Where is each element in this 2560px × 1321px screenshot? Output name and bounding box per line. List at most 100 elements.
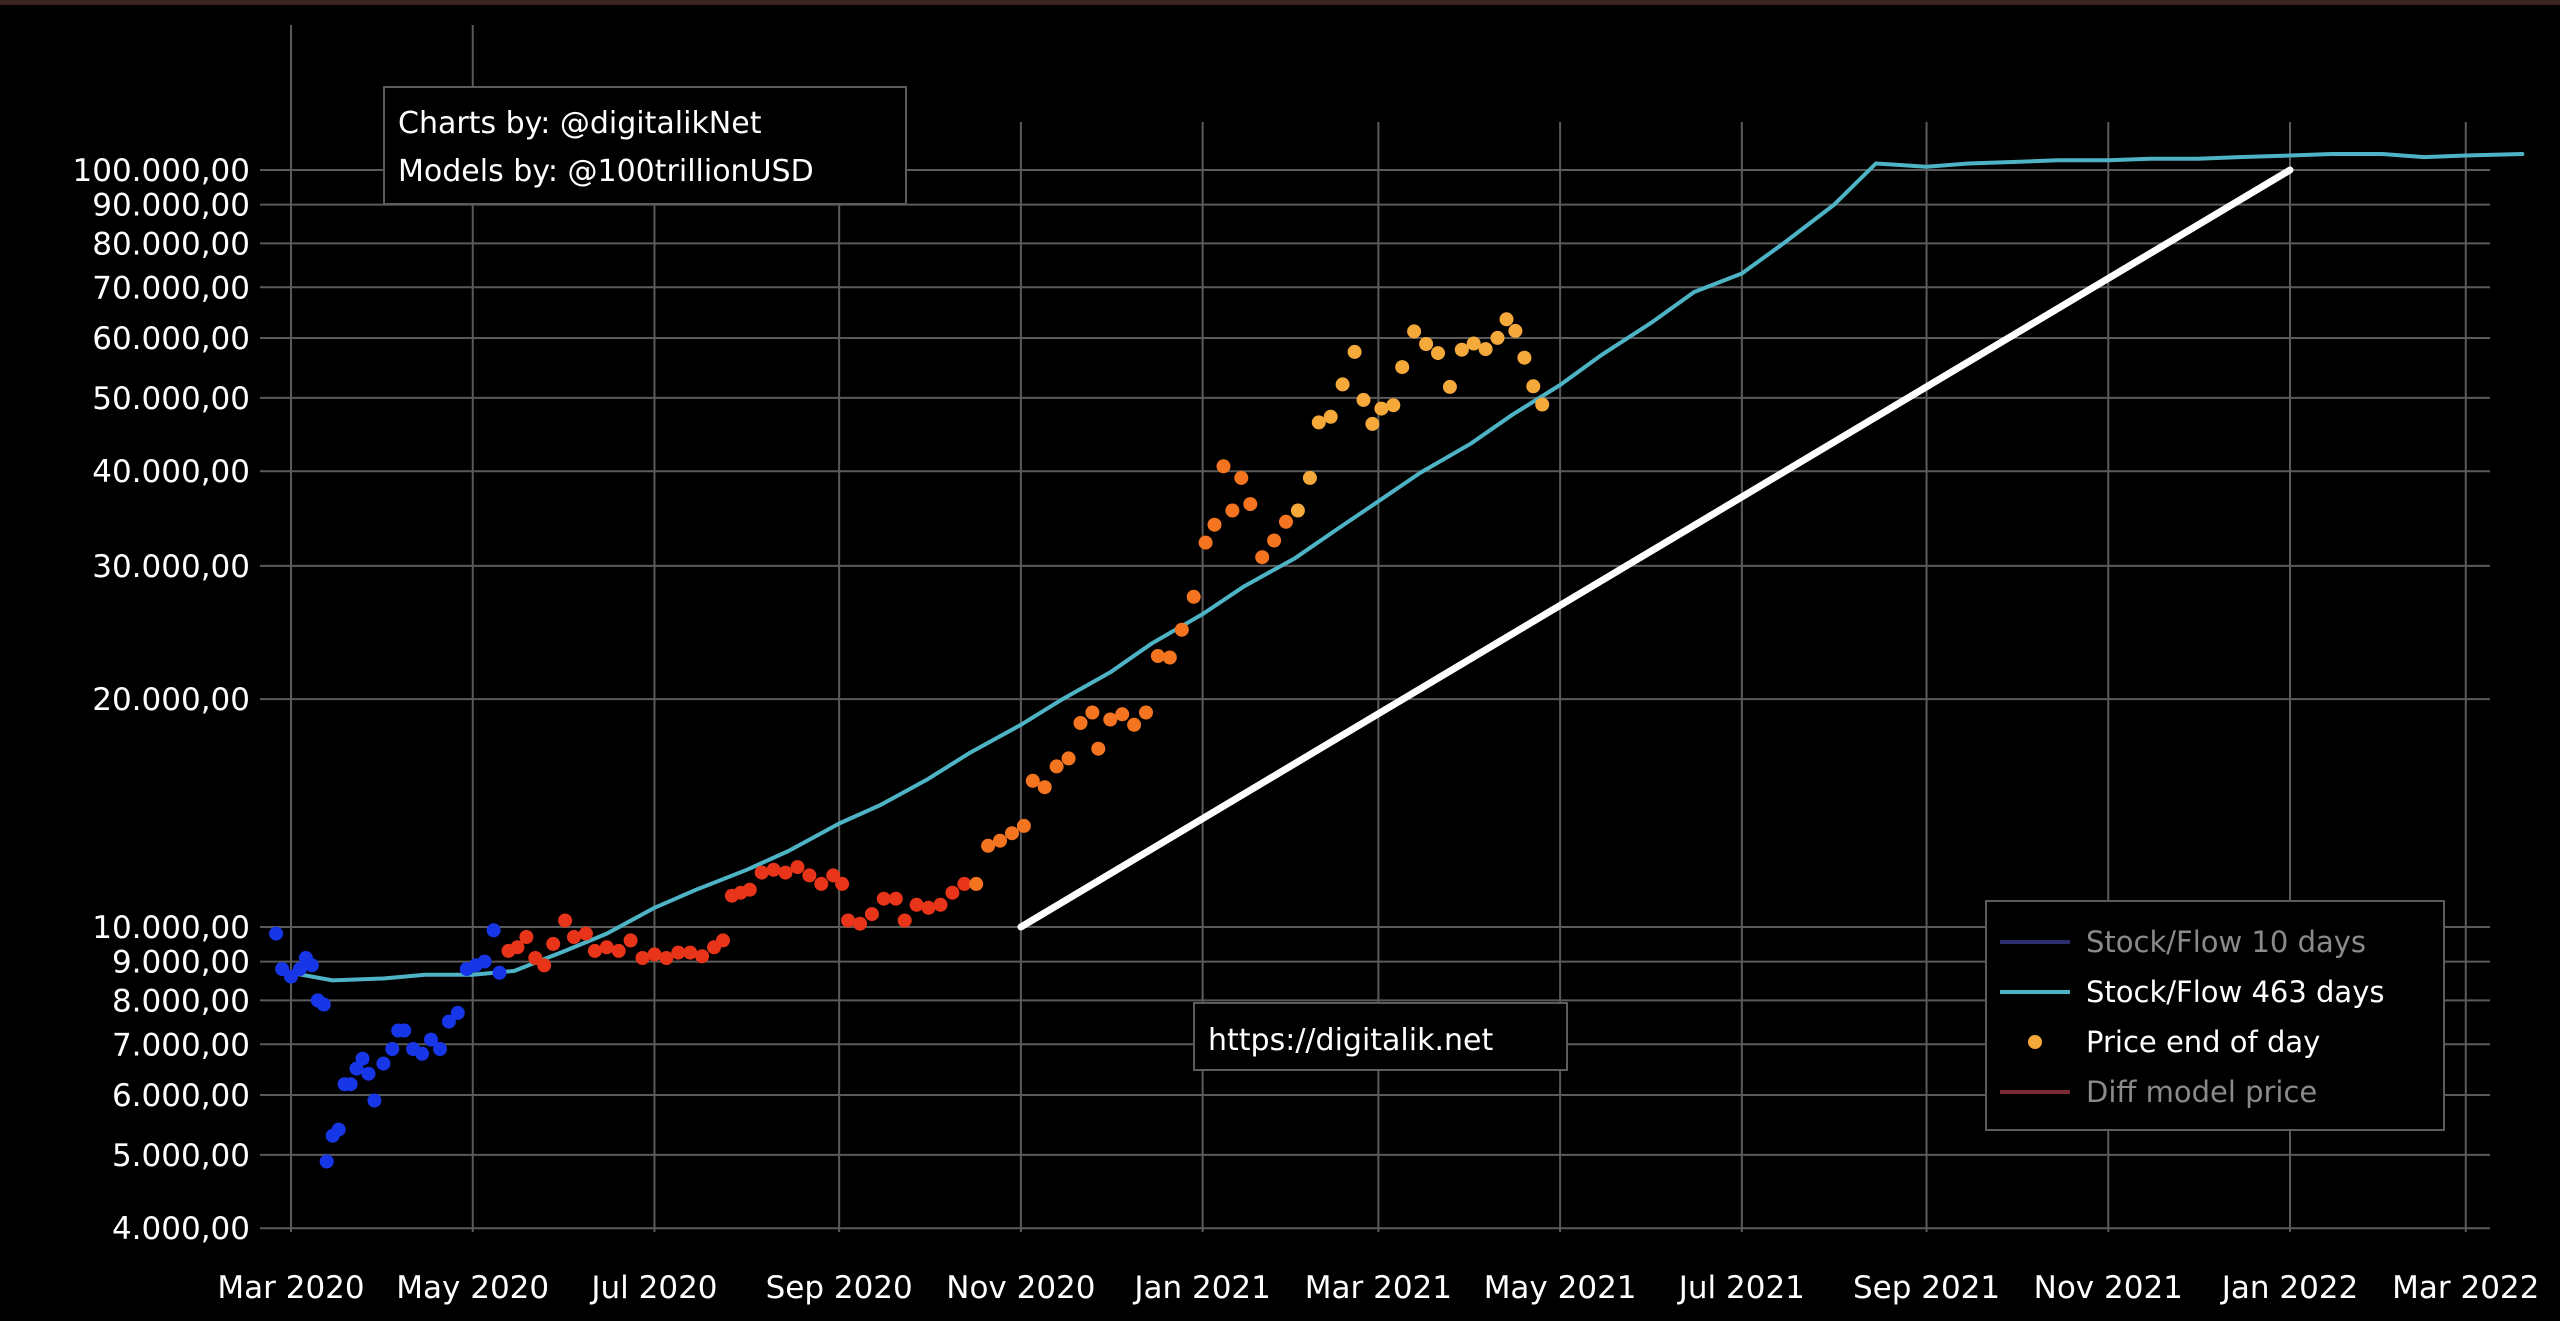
price-point [546,936,561,951]
x-tick-label: May 2020 [396,1270,549,1306]
price-point [1091,741,1106,756]
price-point [304,958,319,973]
price-point [1174,622,1189,637]
price-point [993,833,1007,848]
price-point [1085,705,1100,720]
legend-label: Price end of day [2086,1025,2320,1059]
price-point [778,865,793,880]
credits-line-1: Charts by: @digitalikNet [398,106,762,141]
price-point [1454,342,1469,357]
price-point [802,868,817,883]
price-point [1407,324,1422,339]
price-point [695,949,710,964]
y-tick-label: 30.000,00 [92,549,250,585]
price-point [814,876,829,891]
price-point [1061,751,1076,766]
price-point [1323,409,1338,424]
price-point [1150,649,1165,663]
price-point [319,1154,334,1169]
price-point [1386,398,1401,413]
y-tick-label: 20.000,00 [92,682,250,718]
price-point [1374,401,1389,416]
price-point [1073,716,1088,730]
price-point [1267,533,1282,548]
price-point [1234,470,1249,485]
price-point [1162,650,1177,665]
price-point [331,1122,346,1137]
price-point [1225,503,1240,518]
price-point [477,954,492,969]
price-point [269,926,284,941]
price-point [1302,470,1317,485]
price-point [361,1066,376,1081]
price-point [659,951,674,965]
x-tick-label: Jan 2022 [2220,1270,2359,1306]
price-point [578,926,593,941]
price-point [1103,712,1118,727]
price-point [385,1042,400,1056]
price-point [441,1014,456,1029]
price-point [683,945,698,960]
y-tick-label: 10.000,00 [92,910,250,946]
legend: Stock/Flow 10 days Stock/Flow 463 days Pri… [1985,900,2445,1131]
x-tick-label: Jul 2020 [589,1270,717,1306]
price-point [587,943,602,958]
price-point [623,933,638,948]
price-point [510,940,525,955]
x-tick-label: Jan 2021 [1132,1270,1271,1306]
price-point [1356,392,1371,407]
price-point [1025,773,1040,788]
price-point [897,913,912,928]
legend-label: Stock/Flow 10 days [2086,925,2366,959]
watermark-link[interactable]: https://digitalik.net [1208,1023,1493,1058]
top-border-strip [0,0,2560,5]
series-line-stock-flow-463-days [289,152,2525,983]
price-point [754,865,769,880]
price-point [1311,415,1326,430]
x-tick-label: Nov 2020 [946,1270,1095,1306]
price-point [486,923,501,938]
price-point [433,1042,447,1056]
price-point [945,885,960,900]
credits-frame [383,86,907,205]
price-point [742,882,757,897]
y-tick-label: 5.000,00 [112,1138,250,1174]
price-point [367,1093,382,1108]
x-tick-label: Mar 2020 [217,1270,364,1306]
price-point [376,1056,391,1071]
y-tick-label: 50.000,00 [92,381,250,417]
price-point [957,876,972,891]
price-point [1016,818,1031,833]
price-point [1049,759,1064,774]
price-point [921,900,936,915]
price-point [1216,459,1231,474]
price-point [492,965,507,980]
price-point [841,913,856,928]
price-point [424,1032,438,1047]
price-point [969,876,984,891]
price-point [1243,497,1258,512]
price-point [599,940,614,955]
y-tick-label: 70.000,00 [92,270,250,306]
price-point [316,997,331,1012]
y-tick-label: 40.000,00 [92,454,250,490]
x-tick-label: Nov 2021 [2034,1270,2183,1306]
price-point [1347,344,1362,359]
y-tick-label: 90.000,00 [92,188,250,224]
x-tick-label: Jul 2021 [1677,1270,1805,1306]
x-tick-label: May 2021 [1484,1270,1637,1306]
price-point [1255,550,1270,565]
price-point [1127,717,1142,732]
x-tick-label: Mar 2021 [1305,1270,1452,1306]
price-point [1365,416,1380,431]
watermark-frame [1193,1002,1568,1071]
price-point [766,862,781,877]
price-point [1526,379,1541,394]
price-point [1508,323,1523,338]
price-point [567,930,581,944]
price-point [611,943,626,958]
price-point [519,930,534,944]
price-point [450,1005,465,1020]
watermark-box[interactable]: https://digitalik.net [1193,1002,1568,1071]
price-point [1207,517,1222,532]
